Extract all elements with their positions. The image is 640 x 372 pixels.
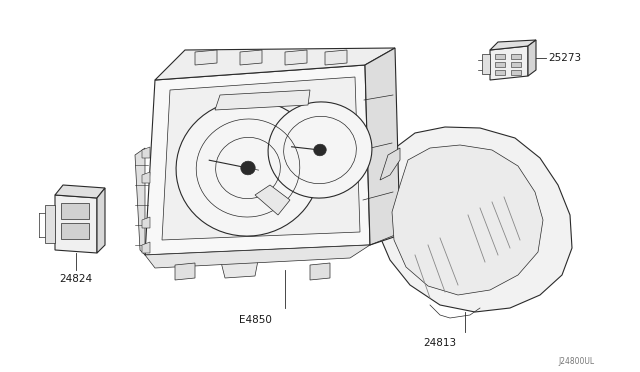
FancyBboxPatch shape [61, 203, 89, 219]
Text: J24800UL: J24800UL [559, 357, 595, 366]
Polygon shape [45, 205, 55, 243]
Polygon shape [482, 54, 490, 74]
Polygon shape [310, 263, 330, 280]
Text: 25273: 25273 [548, 53, 581, 63]
Polygon shape [490, 46, 528, 80]
Polygon shape [142, 242, 150, 253]
Polygon shape [255, 185, 290, 215]
Ellipse shape [176, 100, 320, 236]
Polygon shape [55, 185, 105, 198]
Polygon shape [325, 50, 347, 65]
Polygon shape [528, 40, 536, 76]
Ellipse shape [268, 102, 372, 198]
Polygon shape [142, 217, 150, 228]
Polygon shape [142, 147, 150, 158]
Polygon shape [142, 172, 150, 183]
Polygon shape [392, 145, 543, 295]
Polygon shape [175, 263, 195, 280]
FancyBboxPatch shape [495, 54, 505, 59]
FancyBboxPatch shape [511, 54, 521, 59]
Polygon shape [97, 188, 105, 253]
Polygon shape [490, 40, 536, 50]
FancyBboxPatch shape [511, 62, 521, 67]
Polygon shape [220, 250, 260, 278]
Ellipse shape [241, 161, 255, 175]
FancyBboxPatch shape [495, 62, 505, 67]
Text: E4850: E4850 [239, 315, 271, 325]
Polygon shape [145, 65, 370, 255]
Text: 24824: 24824 [60, 274, 93, 284]
Polygon shape [162, 77, 360, 240]
Text: 24813: 24813 [424, 338, 456, 348]
Polygon shape [55, 195, 97, 253]
Polygon shape [135, 148, 145, 255]
Polygon shape [380, 148, 400, 180]
Polygon shape [378, 127, 572, 312]
FancyBboxPatch shape [495, 70, 505, 75]
FancyBboxPatch shape [61, 223, 89, 239]
FancyBboxPatch shape [511, 70, 521, 75]
Polygon shape [240, 50, 262, 65]
Polygon shape [365, 48, 400, 245]
Polygon shape [195, 50, 217, 65]
Polygon shape [285, 50, 307, 65]
Polygon shape [155, 48, 395, 80]
Polygon shape [215, 90, 310, 110]
Polygon shape [145, 245, 370, 268]
Ellipse shape [314, 144, 326, 156]
